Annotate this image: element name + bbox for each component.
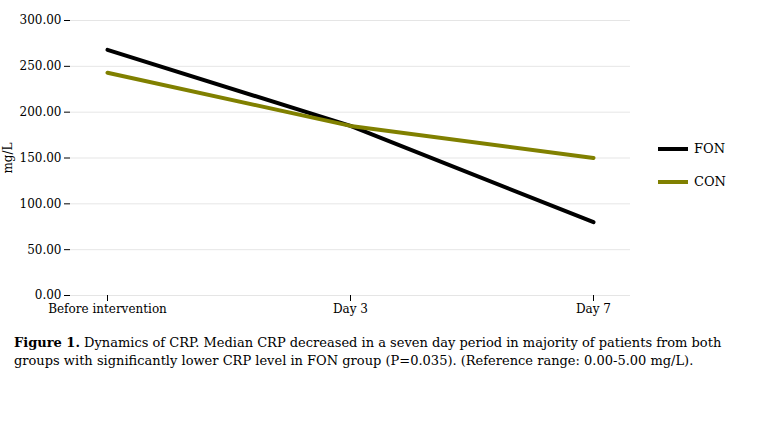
svg-text:150.00: 150.00 <box>20 151 62 165</box>
svg-text:200.00: 200.00 <box>20 105 62 119</box>
svg-text:250.00: 250.00 <box>20 59 62 73</box>
svg-text:100.00: 100.00 <box>20 197 62 211</box>
svg-text:Before intervention: Before intervention <box>48 302 167 316</box>
html-text:Figure 1. Dynamics of CRP. Med: Figure 1. Dynamics of CRP. Median CRP de… <box>14 335 722 368</box>
svg-text:Day 7: Day 7 <box>576 302 611 316</box>
html-text:FON: FON <box>694 141 726 156</box>
svg-text:mg/L: mg/L <box>1 142 15 173</box>
svg-text:0.00: 0.00 <box>35 288 62 302</box>
html-text:CON: CON <box>694 174 726 189</box>
svg-text:300.00: 300.00 <box>20 13 62 27</box>
svg-text:50.00: 50.00 <box>27 243 61 257</box>
svg-text:Day 3: Day 3 <box>333 302 368 316</box>
